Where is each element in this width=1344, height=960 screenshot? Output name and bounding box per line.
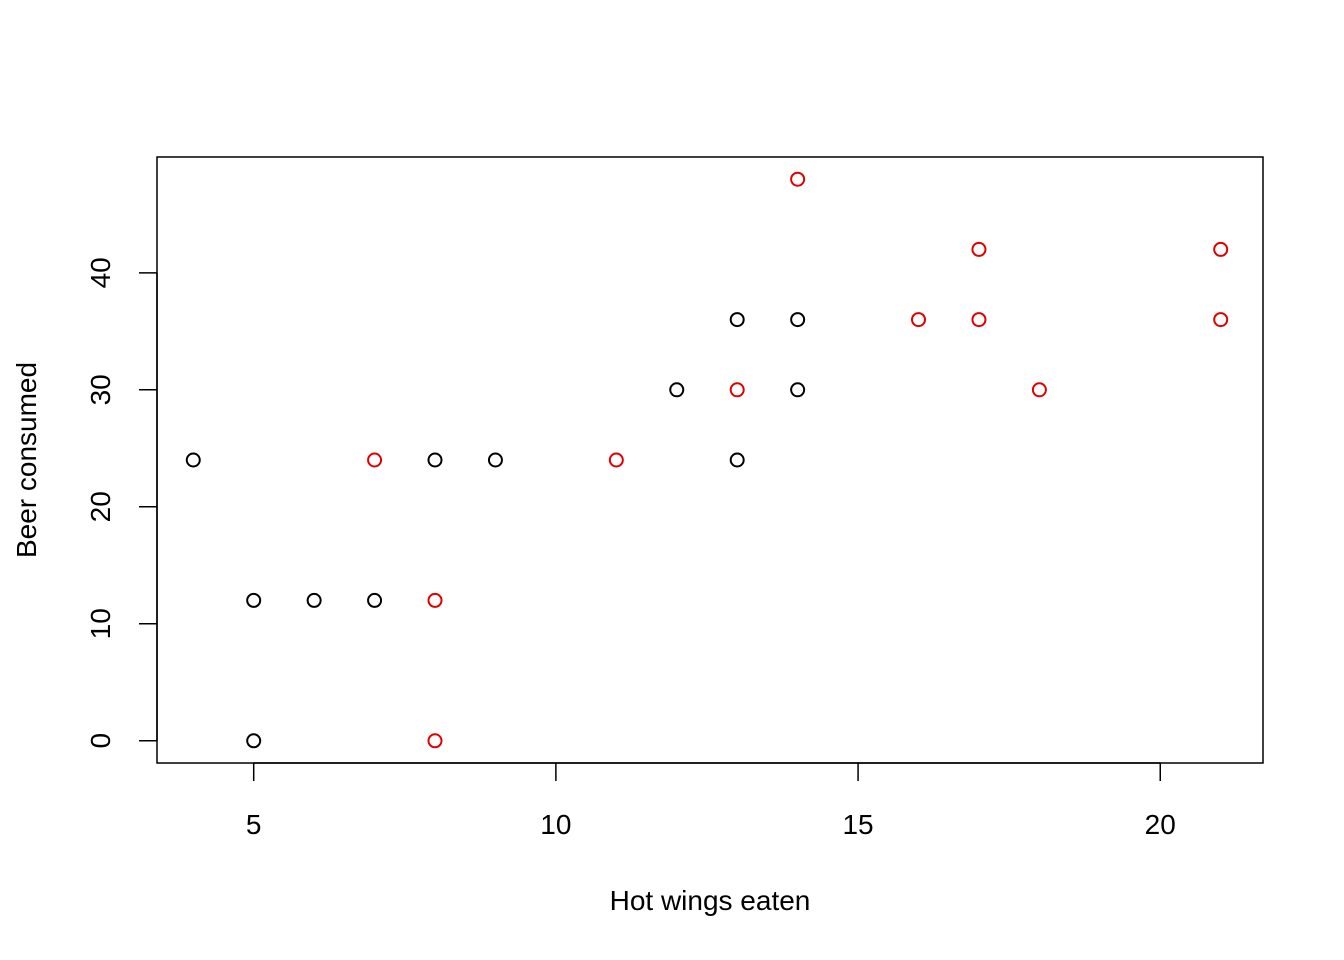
scatter-point — [729, 382, 745, 398]
scatter-point — [306, 592, 322, 608]
x-axis-label: Hot wings eaten — [610, 885, 811, 916]
scatter-point — [729, 452, 745, 468]
scatter-point — [427, 592, 443, 608]
scatter-point — [185, 452, 201, 468]
scatter-point — [608, 452, 624, 468]
scatter-point — [971, 241, 987, 257]
scatter-point — [246, 592, 262, 608]
scatter-point — [427, 452, 443, 468]
data-points — [185, 171, 1229, 749]
x-tick-label: 20 — [1145, 809, 1176, 840]
y-tick-label: 40 — [85, 257, 116, 288]
scatter-point — [367, 452, 383, 468]
y-tick-label: 30 — [85, 374, 116, 405]
plot-frame — [156, 156, 1264, 764]
x-tick-label: 10 — [540, 809, 571, 840]
y-axis: 0 10 20 30 40 — [85, 257, 158, 749]
scatter-point — [669, 382, 685, 398]
scatter-point — [790, 382, 806, 398]
scatter-point — [367, 592, 383, 608]
scatter-point — [790, 312, 806, 328]
scatter-point — [427, 733, 443, 749]
scatter-point — [971, 312, 987, 328]
y-tick-label: 10 — [85, 608, 116, 639]
scatter-point — [790, 171, 806, 187]
x-axis: 5 10 15 20 — [246, 762, 1176, 840]
y-axis-label: Beer consumed — [11, 362, 42, 558]
scatter-point — [1031, 382, 1047, 398]
scatter-point — [729, 312, 745, 328]
scatter-point — [1213, 241, 1229, 257]
x-tick-label: 15 — [842, 809, 873, 840]
y-tick-label: 20 — [85, 491, 116, 522]
scatter-point — [911, 312, 927, 328]
scatter-point — [1213, 312, 1229, 328]
scatter-point — [246, 733, 262, 749]
x-tick-label: 5 — [246, 809, 262, 840]
y-tick-label: 0 — [85, 733, 116, 749]
scatter-point — [487, 452, 503, 468]
